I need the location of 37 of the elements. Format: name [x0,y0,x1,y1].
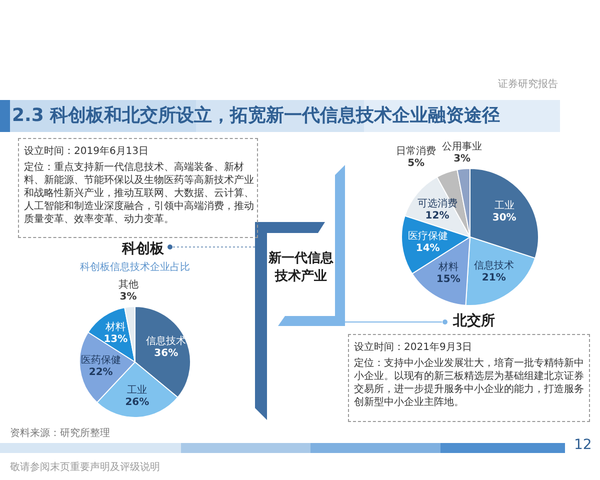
text: 12 [574,437,592,453]
slice-label: 工业 [127,384,148,396]
data-label: 12% [425,210,450,222]
data-label: 13% [104,334,128,346]
text: 北交所 [453,313,495,330]
slice-label: 医疗保健 [408,230,448,242]
slice-label: 材料 [104,321,126,334]
data-label: 5% [408,158,425,170]
slice-label: 医药保健 [80,354,121,366]
data-label: 3% [454,153,471,164]
text: 定位：重点支持新一代信息技术、高端装备、新材料、新能源、节能环保以及生物医药等高新技术产业和战略性新兴产业，推动互联网、大数据、云计算、人工智能和制造业深度融合，引领中高端消费，推动质量变革、效率变革、动力变革。 [24,161,254,226]
data-label: 14% [416,242,440,254]
text: 设立时间：2019年6月13日 [24,145,150,158]
slice-label: 公用事业 [442,140,482,152]
data-label: 36% [154,348,178,359]
text: 敬请参阅末页重要声明及评级说明 [10,460,160,474]
slice-label: 其他 [118,278,138,290]
text: 定位：支持中小企业发展壮大，培育一批专精特新中小企业。以现有的新三板精选层为基础组建北京证券交易所，进一步提升服务中小企业的能力，打造服务创新型中小企业主阵地。 [354,357,585,409]
slice-label: 信息技术 [146,334,186,347]
chart-title: 科创板 [122,241,164,258]
slice-label: 可选消费 [417,198,458,210]
slice-label: 工业 [494,200,514,212]
text: 新一代信息技术产业 [268,250,334,286]
slice-label: 信息技术 [474,260,514,272]
data-label: 21% [482,272,506,284]
data-label: 3% [120,291,137,302]
text: 设立时间：2021年9月3日 [354,341,474,354]
text: 资料来源：研究所整理 [10,426,110,440]
text: 2.3 科创板和北交所设立，拓宽新一代信息技术企业融资途径 [12,105,500,127]
data-label: 26% [125,396,150,408]
text: 证券研究报告 [498,78,558,91]
data-label: 30% [492,212,516,224]
data-label: 15% [436,274,460,286]
chart-subtitle: 科创板信息技术企业占比 [80,262,190,273]
slice-label: 材料 [437,261,458,274]
slice-label: 日常消费 [396,145,436,158]
data-label: 22% [88,366,113,378]
